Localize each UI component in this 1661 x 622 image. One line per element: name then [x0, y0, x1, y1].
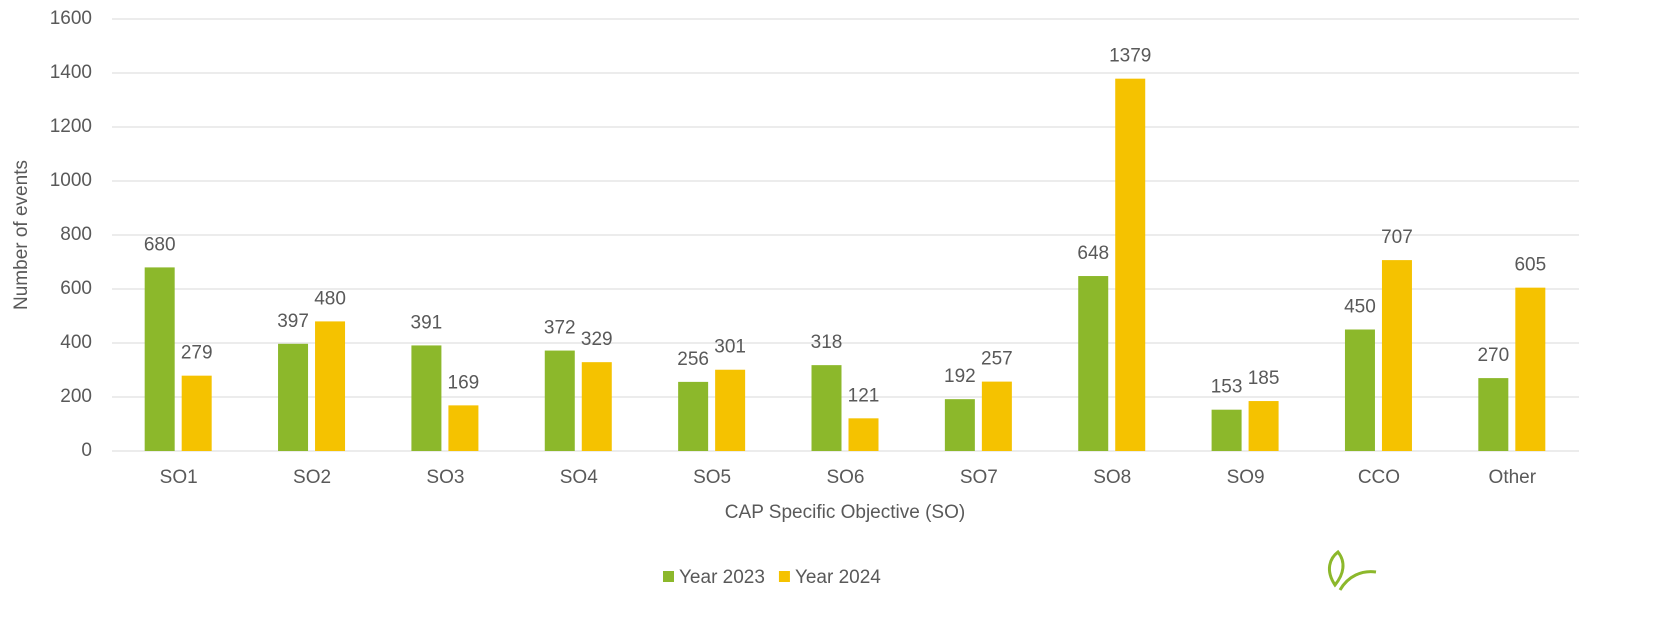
y-tick-label: 800: [60, 224, 92, 245]
data-label: 648: [1077, 243, 1109, 264]
bar: [544, 350, 575, 451]
data-label: 397: [277, 311, 309, 332]
legend-label: Year 2023: [679, 567, 765, 588]
bar: [1248, 401, 1279, 451]
bar: [1344, 329, 1375, 451]
data-label: 450: [1344, 297, 1376, 318]
y-tick-label: 600: [60, 278, 92, 299]
x-tick-label: Other: [1489, 467, 1537, 488]
data-label: 1379: [1109, 46, 1151, 67]
data-label: 301: [714, 337, 746, 358]
data-label: 605: [1514, 255, 1546, 276]
data-label: 185: [1248, 368, 1280, 389]
x-tick-label: SO5: [693, 467, 731, 488]
data-label: 707: [1381, 227, 1413, 248]
legend-label: Year 2024: [795, 567, 881, 588]
data-label: 192: [944, 366, 976, 387]
x-tick-label: SO8: [1093, 467, 1131, 488]
y-tick-label: 1600: [50, 8, 92, 29]
data-label: 279: [181, 343, 213, 364]
legend-swatch: [663, 571, 674, 582]
y-tick-label: 200: [60, 386, 92, 407]
x-tick-label: SO1: [160, 467, 198, 488]
data-label: 480: [314, 288, 346, 309]
x-tick-label: SO2: [293, 467, 331, 488]
bar: [278, 343, 309, 451]
bar: [1115, 78, 1146, 452]
x-axis-label: CAP Specific Objective (SO): [725, 502, 965, 523]
data-label: 391: [411, 312, 443, 333]
bar: [448, 405, 479, 451]
data-label: 680: [144, 234, 176, 255]
data-label: 169: [448, 372, 480, 393]
bar: [848, 418, 879, 451]
bar: [411, 345, 442, 451]
bar: [315, 321, 346, 451]
data-label: 153: [1211, 377, 1243, 398]
x-tick-label: SO9: [1227, 467, 1265, 488]
bar: [678, 381, 709, 451]
x-tick-label: CCO: [1358, 467, 1400, 488]
y-tick-label: 0: [81, 440, 92, 461]
bar: [1078, 276, 1109, 451]
bar: [581, 362, 612, 451]
data-label: 121: [848, 385, 880, 406]
x-tick-label: SO3: [426, 467, 464, 488]
data-label: 257: [981, 349, 1013, 370]
data-label: 372: [544, 318, 576, 339]
bar: [944, 399, 975, 451]
data-label: 256: [677, 349, 709, 370]
bar: [1478, 378, 1509, 451]
x-tick-label: SO6: [826, 467, 864, 488]
bar: [181, 375, 212, 451]
bar: [1211, 409, 1242, 451]
logo: [1327, 549, 1377, 591]
x-tick-label: SO7: [960, 467, 998, 488]
y-tick-label: 400: [60, 332, 92, 353]
data-label: 270: [1477, 345, 1509, 366]
bar: [1381, 260, 1412, 451]
data-label: 329: [581, 329, 613, 350]
y-tick-label: 1400: [50, 62, 92, 83]
bar: [144, 267, 175, 451]
bar: [981, 381, 1012, 451]
y-tick-label: 1200: [50, 116, 92, 137]
data-label: 318: [811, 332, 843, 353]
legend-swatch: [778, 571, 790, 582]
y-tick-label: 1000: [50, 170, 92, 191]
bar: [811, 365, 842, 451]
x-tick-label: SO4: [560, 467, 598, 488]
bar: [1515, 287, 1546, 451]
y-axis-label: Number of events: [11, 160, 32, 310]
bar: [715, 369, 746, 451]
